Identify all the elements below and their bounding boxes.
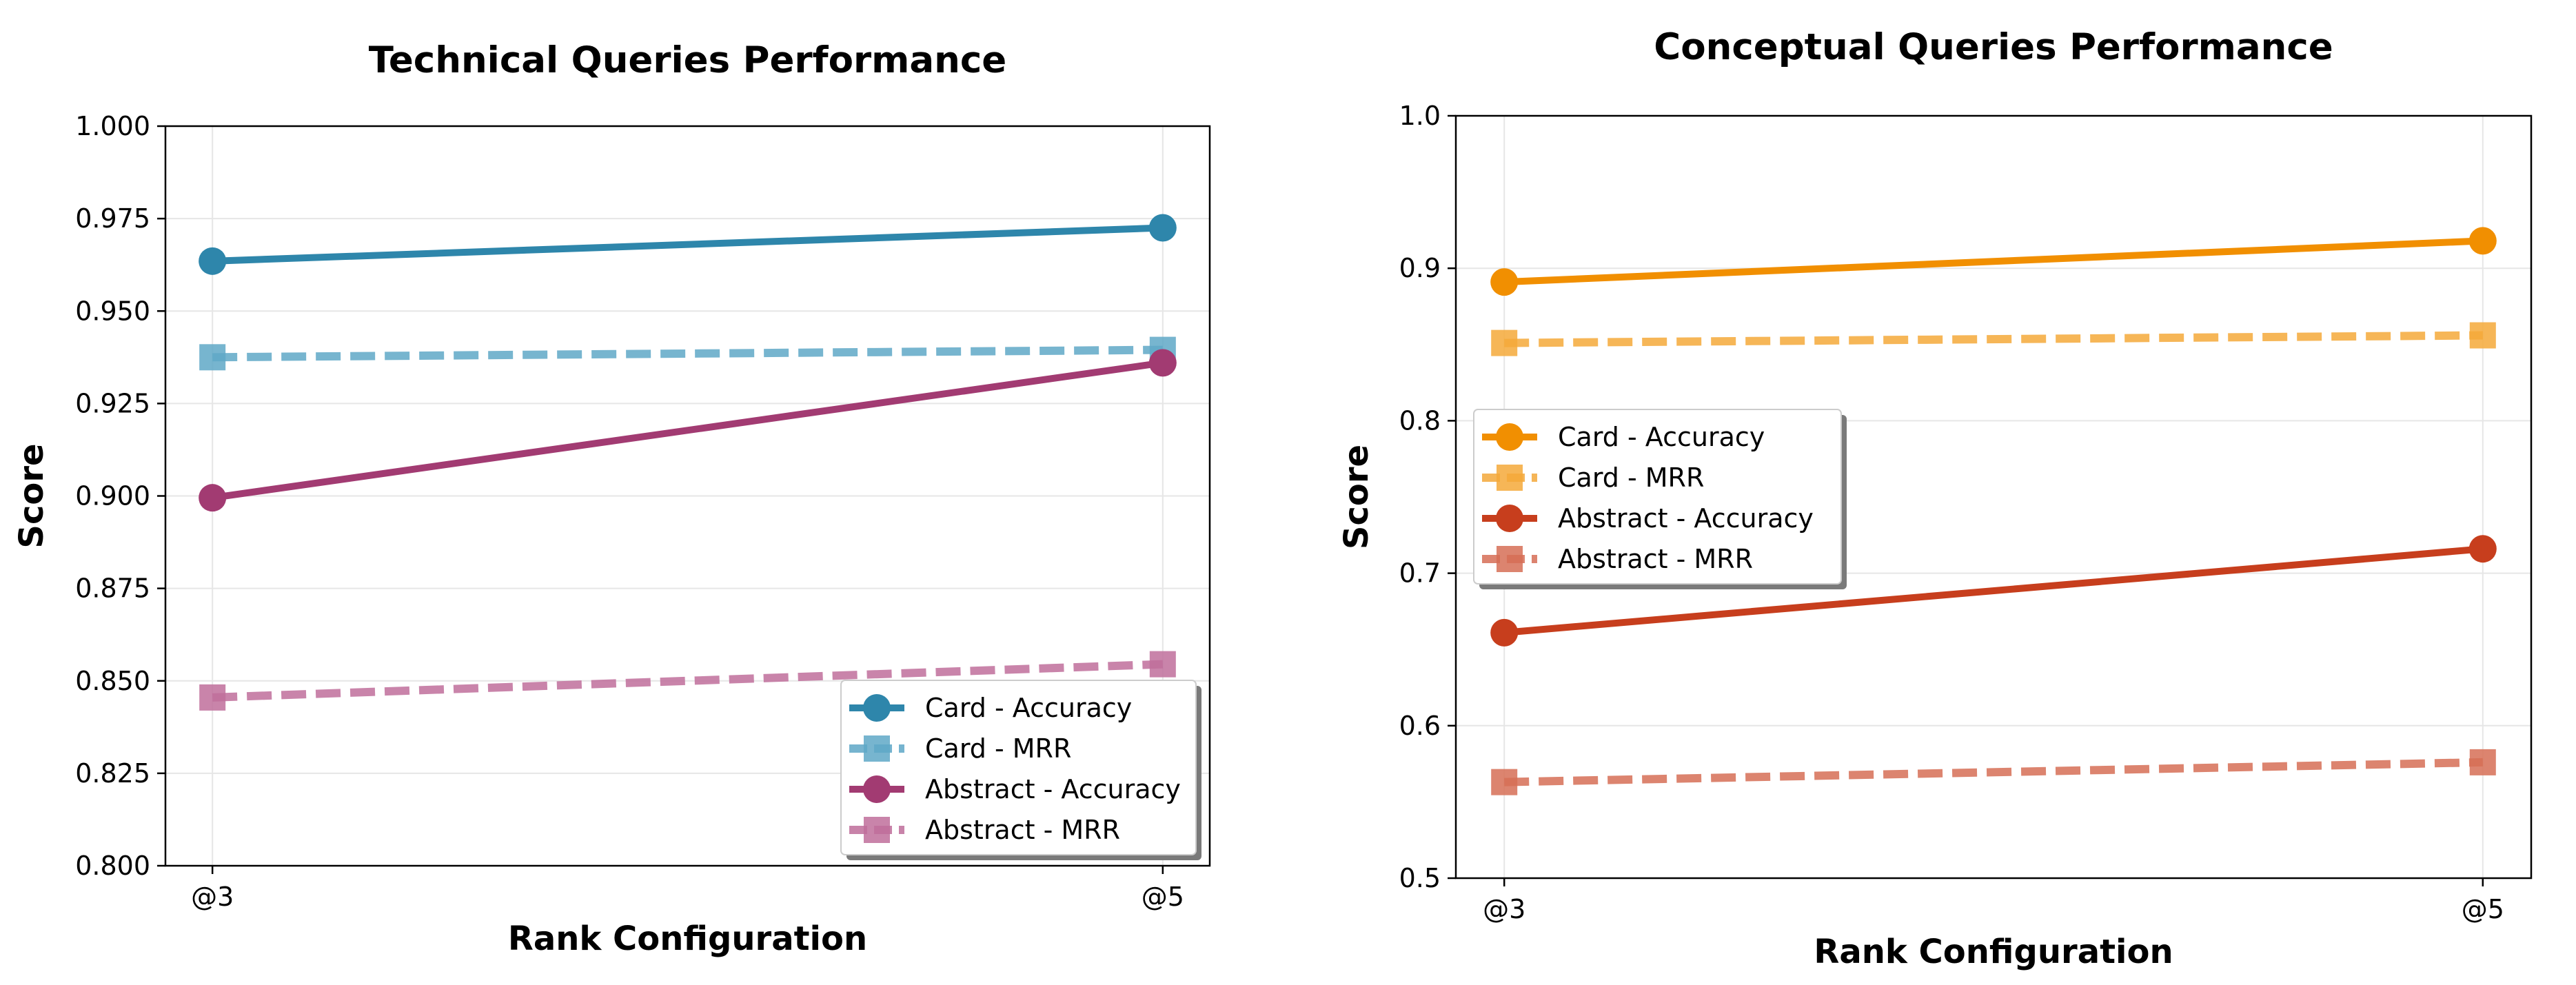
data-point: [1490, 268, 1519, 296]
series-abstract-accuracy: [199, 349, 1177, 512]
data-point: [1148, 349, 1177, 377]
series-line: [1503, 545, 2484, 636]
data-point: [2469, 749, 2496, 775]
data-point: [2468, 535, 2497, 563]
data-point: [199, 247, 227, 275]
data-point: [1491, 329, 1518, 356]
legend-box: [840, 680, 1197, 855]
data-point: [199, 484, 227, 512]
y-tick-label: 0.800: [75, 851, 150, 881]
y-tick-label: 0.9: [1399, 253, 1441, 283]
series-card-accuracy: [1490, 227, 2497, 296]
y-tick-label: 0.950: [75, 296, 150, 326]
legend-label: Card - MRR: [1558, 463, 1704, 493]
y-tick-label: 1.000: [75, 111, 150, 141]
series-line: [212, 345, 1163, 362]
legend-marker: [863, 775, 891, 803]
series-abstract-accuracy: [1490, 535, 2497, 647]
legend-marker: [864, 735, 890, 762]
x-tick-label: @5: [1142, 882, 1184, 912]
y-axis-label: Score: [1337, 445, 1376, 549]
legend-label: Card - Accuracy: [925, 693, 1132, 723]
x-axis-label: Rank Configuration: [508, 920, 867, 958]
y-tick-label: 0.925: [75, 388, 150, 418]
plot-frame: [1454, 114, 2533, 880]
series-line: [212, 660, 1164, 702]
y-tick-label: 1.0: [1399, 101, 1441, 131]
x-axis-label: Rank Configuration: [1814, 933, 2173, 971]
legend: Card - Accuracy Card - MRR Abstract - Accu…: [1473, 409, 1847, 589]
data-point: [199, 684, 226, 711]
chart-1: 0.800 0.825 0.850 0.875 0.900 0.925 0.950 0.975…: [12, 39, 1211, 958]
y-tick-label: 0.875: [75, 573, 150, 604]
legend-label: Abstract - MRR: [925, 815, 1120, 845]
series-abstract-mrr: [199, 651, 1176, 711]
series-line: [1504, 331, 2483, 347]
legend-label: Abstract - MRR: [1558, 544, 1753, 574]
data-point: [1491, 769, 1518, 795]
y-tick-label: 0.975: [75, 203, 150, 234]
data-point: [1490, 618, 1519, 647]
y-axis-label: Score: [12, 443, 51, 548]
chart-title: Conceptual Queries Performance: [1654, 26, 2333, 68]
chart-title: Technical Queries Performance: [369, 39, 1007, 81]
series-card-mrr: [1491, 322, 2496, 356]
legend-box: [1473, 409, 1842, 585]
legend-marker: [1496, 505, 1523, 532]
legend: Card - Accuracy Card - MRR Abstract - Accu…: [840, 680, 1201, 860]
series-line: [1504, 758, 2483, 786]
data-point: [1148, 214, 1177, 242]
y-tick-label: 0.8: [1399, 405, 1441, 436]
legend-label: Card - Accuracy: [1558, 422, 1765, 452]
y-tick-label: 0.900: [75, 481, 150, 511]
legend-marker: [863, 694, 891, 722]
y-tick-label: 0.7: [1399, 558, 1441, 589]
legend-marker: [1496, 423, 1523, 451]
data-point: [2469, 322, 2496, 349]
y-tick-label: 0.850: [75, 666, 150, 696]
data-point: [2468, 227, 2497, 255]
x-tick-label: @5: [2462, 894, 2504, 924]
y-tick-label: 0.825: [75, 758, 150, 789]
data-point: [199, 344, 226, 371]
series-line: [1503, 237, 2484, 286]
series-line: [212, 359, 1164, 502]
series-abstract-mrr: [1491, 749, 2496, 795]
data-point: [1149, 651, 1176, 678]
x-tick-label: @3: [1483, 894, 1525, 924]
x-tick-label: @3: [191, 882, 234, 912]
legend-marker: [864, 817, 890, 843]
legend-label: Card - MRR: [925, 733, 1071, 764]
series-card-mrr: [199, 336, 1176, 371]
legend-label: Abstract - Accuracy: [1558, 503, 1814, 534]
legend-marker: [1497, 465, 1523, 491]
chart-2: 0.5 0.6 0.7 0.8 0.9 1.0 @3 @5 Conceptual Queries…: [1337, 26, 2533, 971]
y-tick-label: 0.6: [1399, 711, 1441, 741]
y-tick-label: 0.5: [1399, 863, 1441, 893]
legend-marker: [1497, 546, 1523, 572]
series-card-accuracy: [199, 214, 1177, 275]
legend-label: Abstract - Accuracy: [925, 774, 1181, 804]
series-line: [212, 224, 1163, 265]
